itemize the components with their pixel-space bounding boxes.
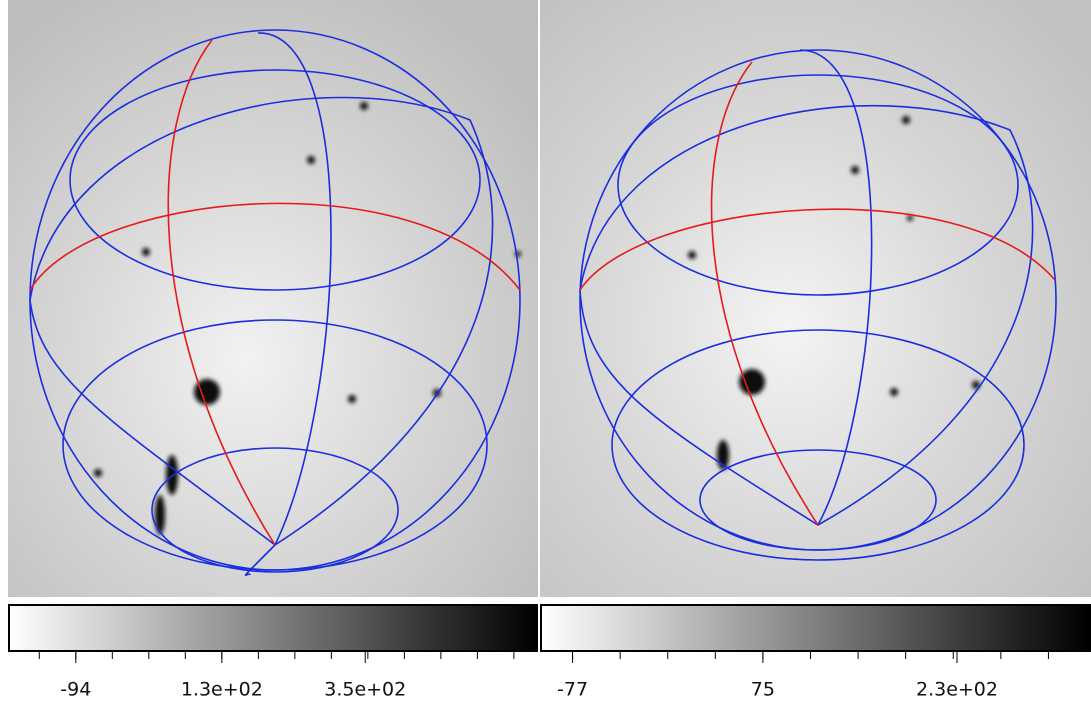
- tick-label: 1.3e+02: [181, 679, 263, 701]
- tick-label: -94: [60, 679, 91, 701]
- tick-label: 2.3e+02: [916, 679, 998, 701]
- tick-label: 75: [751, 679, 775, 701]
- colorbar: [540, 604, 1091, 652]
- colorbar: [8, 604, 538, 652]
- tick-label: 3.5e+02: [324, 679, 406, 701]
- tick-label: -77: [557, 679, 588, 701]
- sky-image-left: [8, 0, 538, 597]
- sky-image-right: [540, 0, 1091, 597]
